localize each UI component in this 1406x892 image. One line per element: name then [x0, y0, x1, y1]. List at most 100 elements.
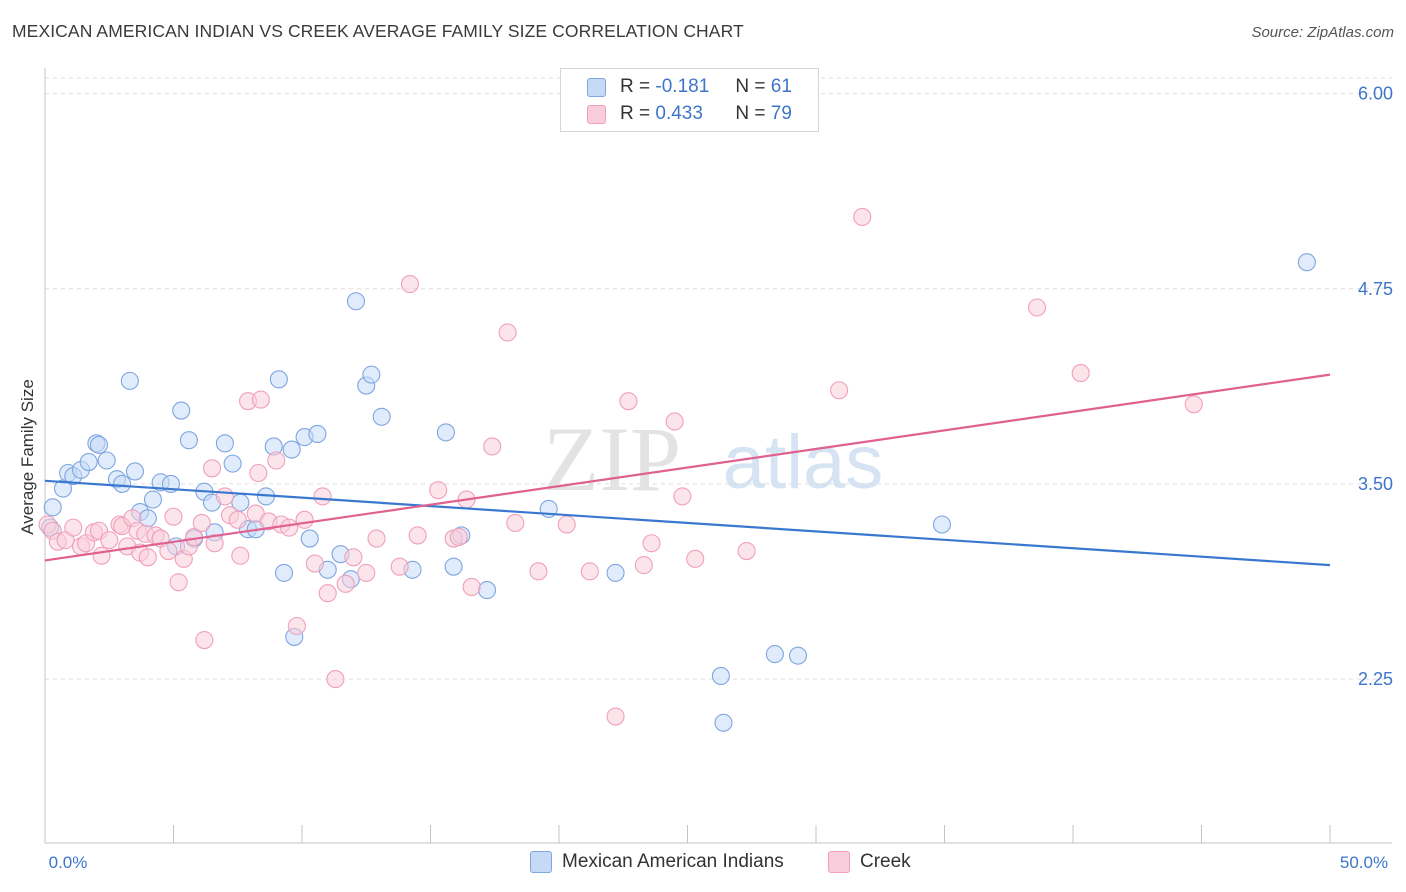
point-mexican-american-indians: [143, 490, 162, 509]
point-mexican-american-indians: [43, 498, 62, 517]
trend-line-mexican-american-indians: [44, 479, 1331, 567]
legend-n-label: N =: [735, 103, 766, 124]
point-creek: [287, 616, 306, 636]
legend-swatch-blue: [587, 77, 606, 97]
point-creek: [100, 531, 119, 550]
point-creek: [249, 463, 268, 483]
point-mexican-american-indians: [97, 451, 116, 470]
point-creek: [326, 670, 345, 689]
point-mexican-american-indians: [1297, 253, 1316, 272]
legend-swatch-pink: [828, 851, 850, 873]
point-creek: [295, 510, 314, 529]
point-mexican-american-indians: [215, 434, 234, 453]
point-mexican-american-indians: [606, 563, 625, 582]
point-creek: [159, 542, 178, 561]
y-tick-label: 3.50: [1358, 474, 1393, 494]
point-mexican-american-indians: [346, 292, 366, 311]
point-mexican-american-indians: [362, 365, 381, 384]
point-mexican-american-indians: [788, 646, 808, 665]
point-creek: [195, 630, 214, 650]
watermark-atlas: atlas: [723, 420, 884, 505]
point-creek: [619, 392, 638, 411]
point-creek: [853, 207, 872, 226]
point-creek: [449, 527, 468, 547]
point-creek: [606, 707, 625, 726]
point-creek: [92, 546, 111, 565]
point-creek: [1184, 395, 1203, 414]
trend-line-creek: [44, 373, 1331, 562]
watermark-zip: ZIP: [543, 408, 681, 510]
point-mexican-american-indians: [172, 401, 191, 420]
point-creek: [280, 518, 299, 537]
y-tick-label: 6.00: [1358, 84, 1393, 104]
point-creek: [215, 487, 234, 506]
point-mexican-american-indians: [932, 515, 951, 534]
point-mexican-american-indians: [125, 462, 144, 481]
point-creek: [357, 563, 376, 582]
point-mexican-american-indians: [765, 645, 784, 664]
point-mexican-american-indians: [274, 563, 294, 582]
legend-series-label: Creek: [860, 851, 911, 872]
point-creek: [462, 577, 481, 597]
point-creek: [483, 437, 502, 456]
point-mexican-american-indians: [436, 423, 455, 442]
point-creek: [203, 459, 222, 478]
point-creek: [673, 487, 692, 506]
point-creek: [686, 549, 705, 568]
trend-lines: [44, 373, 1331, 567]
point-mexican-american-indians: [444, 557, 463, 576]
point-creek: [64, 518, 83, 537]
y-tick-labels: 2.25 3.50 4.75 6.00: [1358, 84, 1393, 689]
grid-lines: [45, 77, 1392, 680]
point-creek: [1071, 364, 1090, 383]
point-mexican-american-indians: [477, 581, 497, 600]
y-tick-label: 4.75: [1358, 279, 1393, 299]
point-mexican-american-indians: [282, 440, 301, 459]
point-creek: [336, 574, 355, 593]
legend-r-value: -0.181: [655, 76, 710, 97]
point-mexican-american-indians: [89, 435, 109, 454]
point-creek: [408, 526, 427, 545]
point-creek: [400, 275, 419, 294]
point-creek: [498, 323, 517, 342]
point-creek: [580, 562, 599, 581]
point-mexican-american-indians: [113, 474, 132, 493]
legend-row-creek: R = 0.433 N = 79: [587, 102, 792, 126]
zipatlas-watermark: ZIP atlas: [543, 408, 883, 510]
point-mexican-american-indians: [79, 453, 98, 472]
point-creek: [634, 556, 653, 575]
legend-n-value: 61: [770, 76, 792, 97]
point-mexican-american-indians: [308, 424, 327, 444]
legend-r-value: 0.433: [655, 103, 703, 124]
y-axis-label: Average Family Size: [18, 379, 37, 535]
point-mexican-american-indians: [223, 454, 242, 473]
point-creek: [267, 451, 286, 470]
point-creek: [305, 554, 324, 573]
legend-n-label: N =: [735, 76, 766, 97]
stats-legend: R = -0.181 N = 61 R = 0.433 N = 79: [560, 68, 819, 132]
legend-n-value: 79: [770, 103, 792, 124]
point-creek: [506, 513, 525, 532]
data-points: [38, 207, 1316, 732]
legend-swatch-blue: [530, 851, 552, 873]
legend-series-label: Mexican American Indians: [562, 851, 784, 872]
chart-title: MEXICAN AMERICAN INDIAN VS CREEK AVERAGE…: [12, 21, 744, 41]
source-label: Source: ZipAtlas.com: [1251, 24, 1394, 41]
point-mexican-american-indians: [120, 371, 139, 390]
point-creek: [231, 546, 250, 565]
point-creek: [665, 412, 684, 431]
point-creek: [251, 390, 270, 409]
point-mexican-american-indians: [714, 713, 733, 732]
legend-r-label: R =: [620, 103, 651, 124]
series-legend-mexican-american-indians[interactable]: Mexican American Indians: [530, 851, 784, 873]
point-creek: [429, 481, 448, 500]
series-legend-creek[interactable]: Creek: [828, 851, 911, 873]
point-creek: [164, 507, 183, 526]
point-creek: [367, 529, 386, 548]
x-tick-label-min: 0.0%: [49, 853, 88, 872]
point-creek: [205, 534, 224, 553]
legend-swatch-pink: [587, 104, 606, 124]
point-creek: [318, 584, 337, 603]
point-mexican-american-indians: [179, 431, 198, 450]
